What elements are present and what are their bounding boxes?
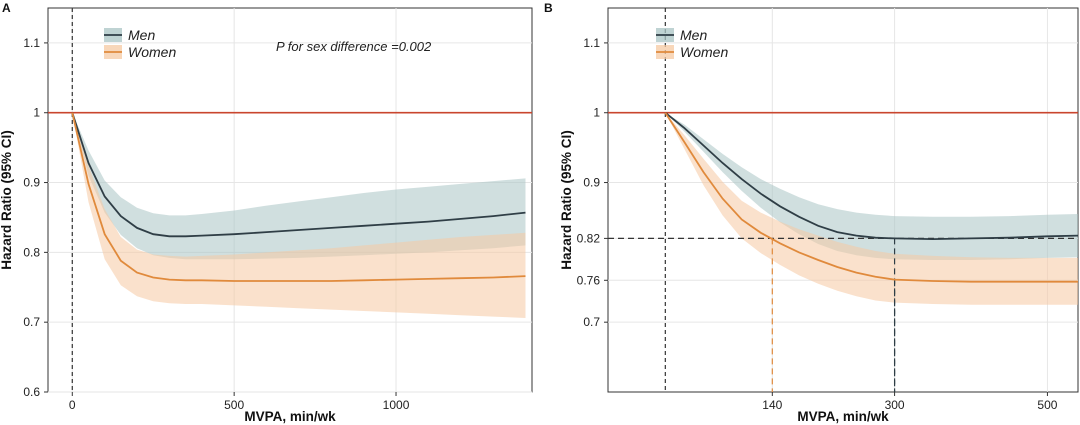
- ci-band-women: [72, 112, 526, 318]
- y-tick-label: 0.76: [577, 273, 601, 287]
- series-line-men: [664, 111, 1079, 241]
- x-tick-label: 140: [762, 398, 782, 412]
- x-tick-label: 300: [885, 398, 905, 412]
- panel-label: B: [544, 1, 553, 15]
- y-tick-label: 1.1: [23, 36, 40, 50]
- y-axis-title: Hazard Ratio (95% CI): [0, 130, 14, 270]
- y-tick-label: 0.82: [577, 231, 601, 245]
- ci-band-men: [665, 112, 1078, 260]
- x-tick-label: 1000: [383, 398, 410, 412]
- series-line-men: [71, 112, 526, 238]
- x-axis-title: MVPA, min/wk: [797, 409, 889, 424]
- panel-label: A: [2, 1, 11, 15]
- y-tick-label: 0.9: [23, 176, 40, 190]
- y-tick-label: 1: [33, 106, 40, 120]
- legend-label-women: Women: [128, 44, 176, 60]
- series-line-women: [664, 112, 1078, 283]
- panel-B: 0.7 0.76 0.82 0.9 1 1.1 140 300 500 MVPA, min/wk H…: [544, 1, 1079, 424]
- y-tick-label: 0.6: [23, 385, 40, 399]
- legend-label-women: Women: [680, 44, 728, 60]
- panel-A: 0.6 0.7 0.8 0.9 1 1.1 0 500 1000 MVPA, min/wk Haza…: [0, 1, 533, 424]
- x-tick-label: 500: [1037, 398, 1057, 412]
- plot-area-border: [607, 7, 1079, 393]
- x-axis-title: MVPA, min/wk: [244, 409, 336, 424]
- x-tick-label: 500: [224, 398, 244, 412]
- y-tick-label: 0.8: [23, 245, 40, 259]
- legend-label-men: Men: [680, 27, 707, 43]
- legend-label-men: Men: [128, 27, 155, 43]
- y-tick-label: 0.9: [583, 176, 600, 190]
- y-tick-label: 1.1: [583, 36, 600, 50]
- y-tick-label: 0.7: [23, 315, 40, 329]
- y-tick-label: 0.7: [583, 315, 600, 329]
- series-line-women: [71, 112, 526, 282]
- x-tick-label: 0: [69, 398, 76, 412]
- ci-band-women: [665, 112, 1078, 305]
- y-axis-title: Hazard Ratio (95% CI): [559, 130, 574, 270]
- sex-difference-annotation: P for sex difference =0.002: [276, 39, 432, 54]
- y-tick-label: 1: [593, 106, 600, 120]
